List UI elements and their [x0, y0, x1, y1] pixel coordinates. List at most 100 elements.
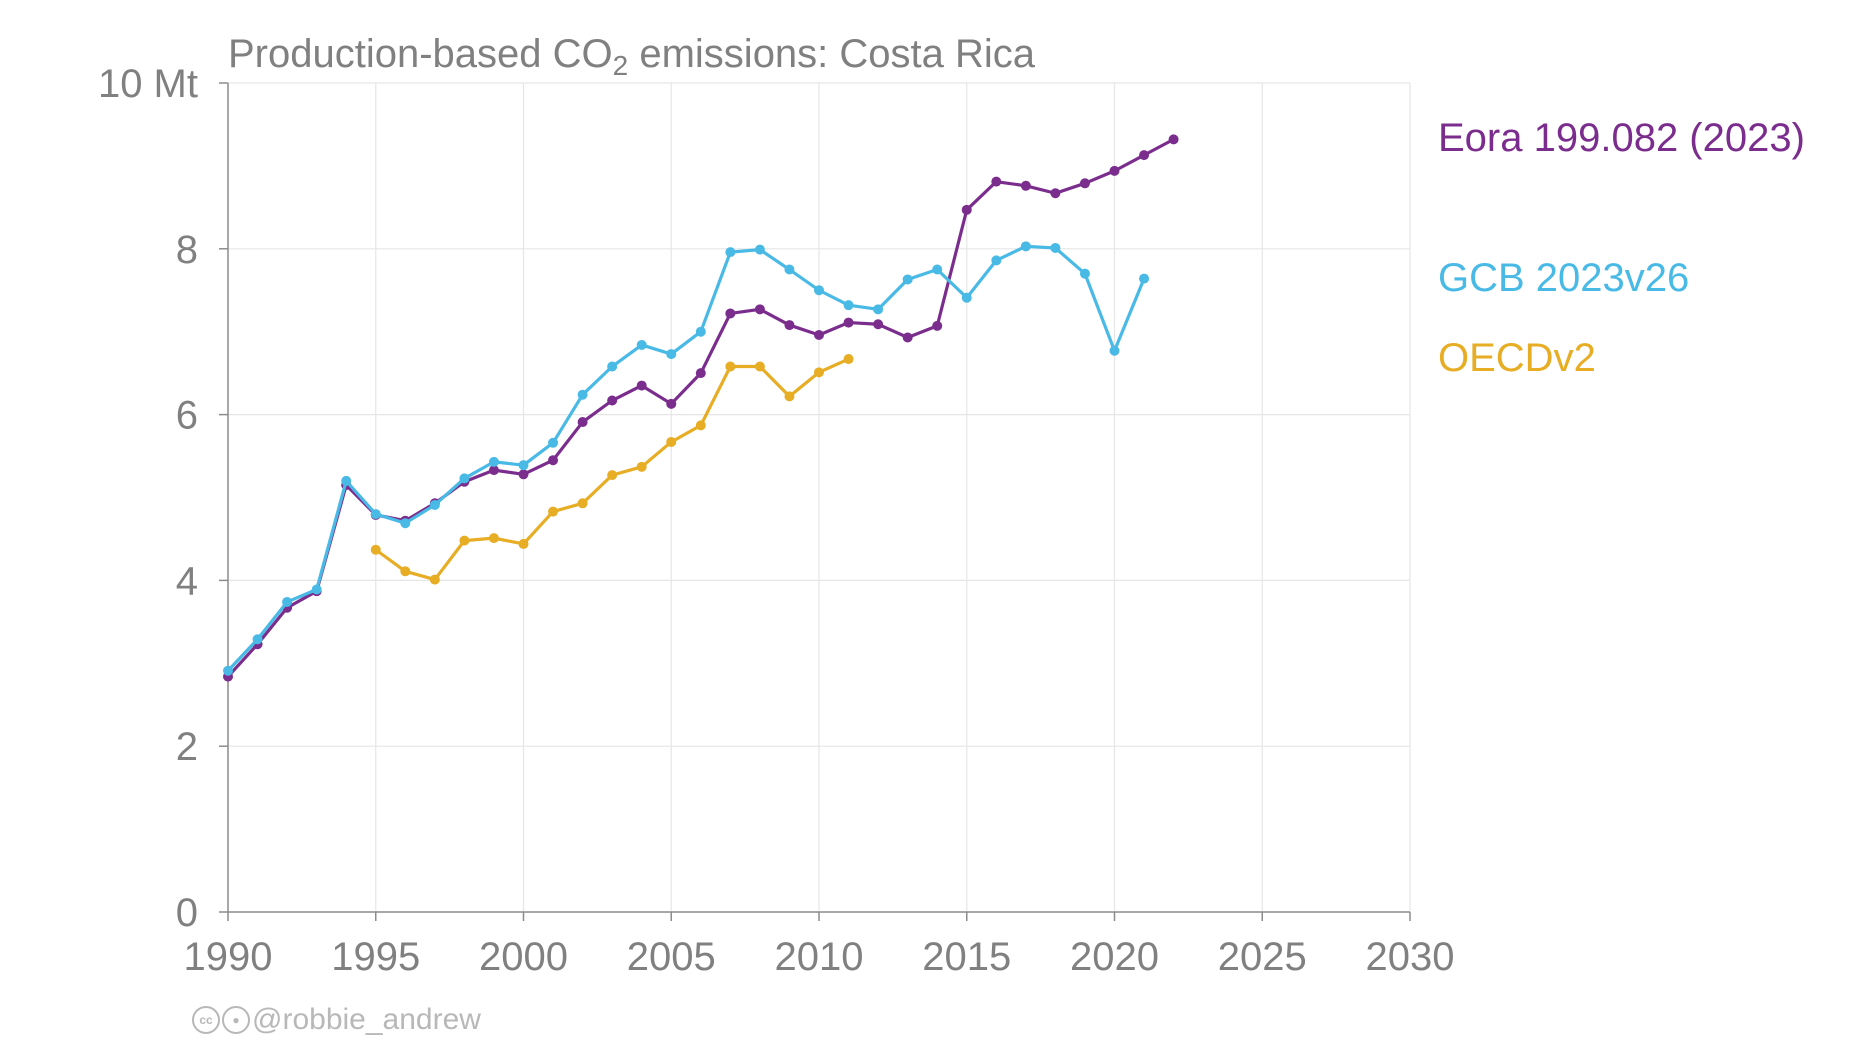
data-point	[459, 535, 470, 546]
data-point	[902, 274, 913, 285]
data-point	[518, 469, 529, 480]
x-tick-label: 2025	[1218, 935, 1307, 979]
data-point	[400, 566, 411, 577]
data-point	[932, 320, 943, 331]
data-point	[725, 308, 736, 319]
x-tick-label: 2010	[775, 935, 864, 979]
y-tick-label: 10 Mt	[98, 62, 198, 106]
series-2	[370, 354, 854, 585]
data-point	[725, 247, 736, 258]
series-line	[374, 357, 850, 582]
chart-title-prefix: Production-based CO	[228, 32, 613, 76]
y-tick-label: 6	[176, 394, 198, 438]
data-point	[1020, 180, 1031, 191]
x-tick-label: 2020	[1070, 935, 1159, 979]
data-point	[1050, 188, 1061, 199]
chart-title-suffix: emissions: Costa Rica	[628, 32, 1036, 76]
data-point	[1168, 134, 1179, 145]
data-point	[1079, 268, 1090, 279]
data-point	[961, 292, 972, 303]
data-point	[577, 389, 588, 400]
data-point	[784, 391, 795, 402]
data-point	[429, 499, 440, 510]
data-point	[1050, 242, 1061, 253]
data-point	[784, 320, 795, 331]
data-point	[843, 317, 854, 328]
data-point	[991, 255, 1002, 266]
data-point	[252, 634, 263, 645]
data-point	[548, 506, 559, 517]
data-point	[459, 473, 470, 484]
data-point	[429, 574, 440, 585]
x-tick-label: 2005	[627, 935, 716, 979]
y-tick-label: 0	[176, 891, 198, 935]
data-point	[666, 436, 677, 447]
data-point	[518, 460, 529, 471]
data-point	[754, 304, 765, 315]
data-point	[1109, 165, 1120, 176]
data-point	[754, 244, 765, 255]
data-point	[636, 339, 647, 350]
legend-label: OECDv2	[1438, 336, 1596, 380]
data-point	[577, 417, 588, 428]
data-point	[873, 319, 884, 330]
series-lines	[223, 134, 1179, 682]
data-point	[843, 300, 854, 311]
y-tick-label: 8	[176, 228, 198, 272]
data-point	[1109, 345, 1120, 356]
credit-handle: @robbie_andrew	[252, 1003, 481, 1036]
data-point	[223, 665, 233, 676]
data-point	[548, 455, 559, 466]
data-point	[695, 368, 706, 379]
data-point	[282, 596, 293, 607]
data-point	[1139, 150, 1150, 161]
gridlines	[228, 82, 1411, 912]
attribution-icon: ●	[222, 1006, 250, 1034]
creative-commons-icon: cc	[192, 1006, 220, 1034]
data-point	[548, 437, 559, 448]
data-point	[607, 395, 618, 406]
data-point	[814, 330, 824, 341]
data-point	[814, 367, 824, 378]
data-point	[666, 398, 677, 409]
data-point	[932, 264, 943, 275]
data-point	[666, 349, 677, 360]
data-point	[607, 470, 618, 481]
data-point	[607, 361, 618, 372]
series-0	[223, 134, 1179, 682]
data-point	[1079, 178, 1090, 189]
data-point	[311, 584, 322, 595]
data-point	[370, 544, 381, 555]
data-point	[1139, 273, 1150, 284]
legend-label: GCB 2023v26	[1438, 256, 1689, 300]
data-point	[902, 332, 913, 343]
data-point	[695, 420, 706, 431]
data-point	[991, 176, 1002, 187]
series-line	[226, 244, 1146, 672]
data-point	[873, 304, 884, 315]
x-tick-label: 1995	[331, 935, 420, 979]
series-1	[223, 241, 1150, 676]
series-line	[226, 137, 1175, 678]
legend: Eora 199.082 (2023) GCB 2023v26 OECDv2	[1438, 116, 1805, 380]
data-point	[725, 361, 736, 372]
data-point	[488, 465, 499, 476]
axes: 0 2 4 6 8 10 Mt 1990 1995 2000 2005 2010 2015 2020 20…	[98, 62, 1455, 979]
chart-title-subscript: 2	[613, 50, 629, 81]
y-tick-label: 4	[176, 559, 198, 603]
legend-label: Eora 199.082 (2023)	[1438, 116, 1805, 160]
data-point	[577, 498, 588, 509]
x-tick-label: 1990	[184, 935, 273, 979]
data-point	[488, 533, 499, 544]
data-point	[1020, 241, 1031, 252]
credit-line: cc ● @robbie_andrew	[192, 1003, 481, 1037]
data-point	[341, 475, 352, 486]
data-point	[518, 538, 529, 549]
data-point	[754, 361, 765, 372]
data-point	[636, 380, 647, 391]
data-point	[961, 204, 972, 215]
data-point	[784, 264, 795, 275]
data-point	[636, 461, 647, 472]
